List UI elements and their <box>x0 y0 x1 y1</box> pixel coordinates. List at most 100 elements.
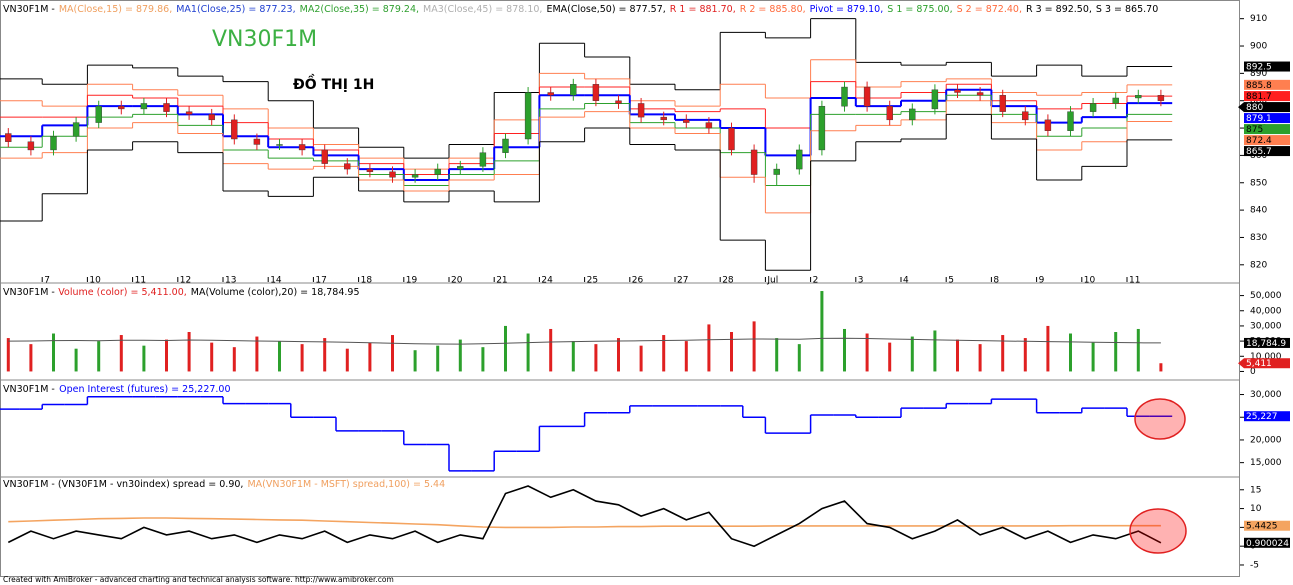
volume-bar <box>933 330 937 372</box>
candle-body <box>524 92 532 140</box>
candle-body <box>5 133 12 142</box>
volume-bar <box>458 339 462 372</box>
value-tag <box>1244 520 1290 531</box>
volume-bar <box>1069 333 1072 372</box>
value-tag-label: 885.8 <box>1246 81 1272 91</box>
x-tick-label: 13 <box>225 276 236 286</box>
y-tick-label: 50,000 <box>1250 291 1282 301</box>
candle-body <box>231 119 238 140</box>
candle-body <box>1135 95 1142 99</box>
header-item: EMA(Close,50) = 877.57, <box>546 4 665 15</box>
volume-bar <box>1001 335 1005 372</box>
volume-bar <box>436 345 440 372</box>
y-tick-label: 880 <box>1250 96 1267 106</box>
candle-body <box>570 84 577 96</box>
y-tick-label: 40,000 <box>1250 306 1282 316</box>
volume-bar <box>52 333 55 372</box>
plot-frame <box>0 0 1240 577</box>
volume-bar <box>956 339 959 372</box>
volume-bar <box>730 332 733 372</box>
header-item: MA(VN30F1M - MSFT) spread,100) = 5.44 <box>247 479 445 490</box>
x-tick-label: 2 <box>813 276 819 286</box>
y-tick-label: 830 <box>1250 233 1267 243</box>
volume-bar <box>526 333 530 372</box>
pane-header: VN30F1M - Open Interest (futures) = 25,22… <box>3 384 231 395</box>
x-tick-label: 25 <box>587 276 598 286</box>
header-item: MA2(Close,35) = 879.24, <box>300 4 419 15</box>
volume-bar <box>571 341 575 372</box>
volume-bar <box>1136 328 1140 372</box>
volume-bar <box>278 341 281 372</box>
volume-bar <box>752 321 756 372</box>
y-tick-label: 840 <box>1250 206 1267 216</box>
y-tick-label: 900 <box>1250 42 1267 52</box>
volume-bar <box>481 347 485 372</box>
header-item: VN30F1M - <box>3 4 55 15</box>
volume-bar <box>1159 363 1163 372</box>
x-tick-label: 11 <box>1129 276 1140 286</box>
candle-body <box>931 89 939 110</box>
volume-bar <box>639 345 643 372</box>
x-tick-label: 17 <box>315 276 326 286</box>
x-tick-label: 5 <box>948 276 954 286</box>
candle-body <box>796 149 803 170</box>
y-tick-label: 0 <box>1250 367 1256 377</box>
annotation: ĐỒ THỊ 1H <box>293 74 374 93</box>
y-tick-label: 15,000 <box>1250 458 1282 468</box>
candle-body <box>728 127 735 151</box>
volume-bar <box>232 347 236 372</box>
volume-bar <box>797 344 801 372</box>
volume-bar <box>29 344 33 372</box>
header-item: MA(Volume (color),20) = 18,784.95 <box>191 287 360 298</box>
candle-body <box>95 105 102 123</box>
value-tag <box>1244 79 1290 90</box>
candle-body <box>253 138 261 145</box>
value-tag-label: 881.7 <box>1246 92 1272 102</box>
candle-body <box>999 95 1006 112</box>
candle-body <box>502 138 509 153</box>
y-tick-label: 910 <box>1250 14 1267 24</box>
y-tick-label: 30,000 <box>1250 390 1282 400</box>
candle-body <box>547 92 554 96</box>
y-tick-label: 890 <box>1250 69 1267 79</box>
volume-bar <box>368 342 372 372</box>
value-tag <box>1244 146 1290 157</box>
candle-body <box>886 105 893 121</box>
y-tick-label: 850 <box>1250 178 1267 188</box>
price-tag-arrow <box>1238 358 1244 369</box>
value-tag-label: 875 <box>1246 125 1263 135</box>
value-tag-label: 25,227 <box>1246 412 1278 422</box>
volume-bar <box>662 335 666 372</box>
x-tick-label: 24 <box>541 276 553 286</box>
value-tag-label: 880 <box>1246 103 1263 113</box>
y-tick-label: 20,000 <box>1250 435 1282 445</box>
candle-body <box>976 92 984 96</box>
volume-bar <box>413 350 417 372</box>
value-tag <box>1244 135 1290 146</box>
volume-bar <box>1114 332 1118 372</box>
header-item: S 3 = 865.70 <box>1096 4 1158 15</box>
price-tag-arrow <box>1238 102 1244 113</box>
candle-body <box>637 103 645 118</box>
value-tag <box>1244 337 1290 348</box>
volume-bar <box>820 291 824 372</box>
candle-body <box>1112 97 1119 104</box>
series-line <box>7 485 1162 548</box>
moving-average-line <box>8 337 1161 345</box>
candle-body <box>118 105 125 110</box>
candle-body <box>208 114 215 121</box>
candle-body <box>344 163 351 170</box>
header-item: R 1 = 881.70, <box>670 4 736 15</box>
volume-bar <box>119 335 123 372</box>
header-item: Volume (color) = 5,411.00, <box>58 287 186 298</box>
x-tick-label: 8 <box>993 276 999 286</box>
volume-bar <box>1023 338 1027 372</box>
volume-bar <box>1046 325 1050 372</box>
value-tag <box>1244 537 1290 548</box>
header-item: S 2 = 872.40, <box>957 4 1022 15</box>
candle-body <box>411 174 419 178</box>
header-item: VN30F1M - <box>3 384 55 395</box>
volume-bar <box>391 335 394 372</box>
x-tick-label: 11 <box>135 276 146 286</box>
